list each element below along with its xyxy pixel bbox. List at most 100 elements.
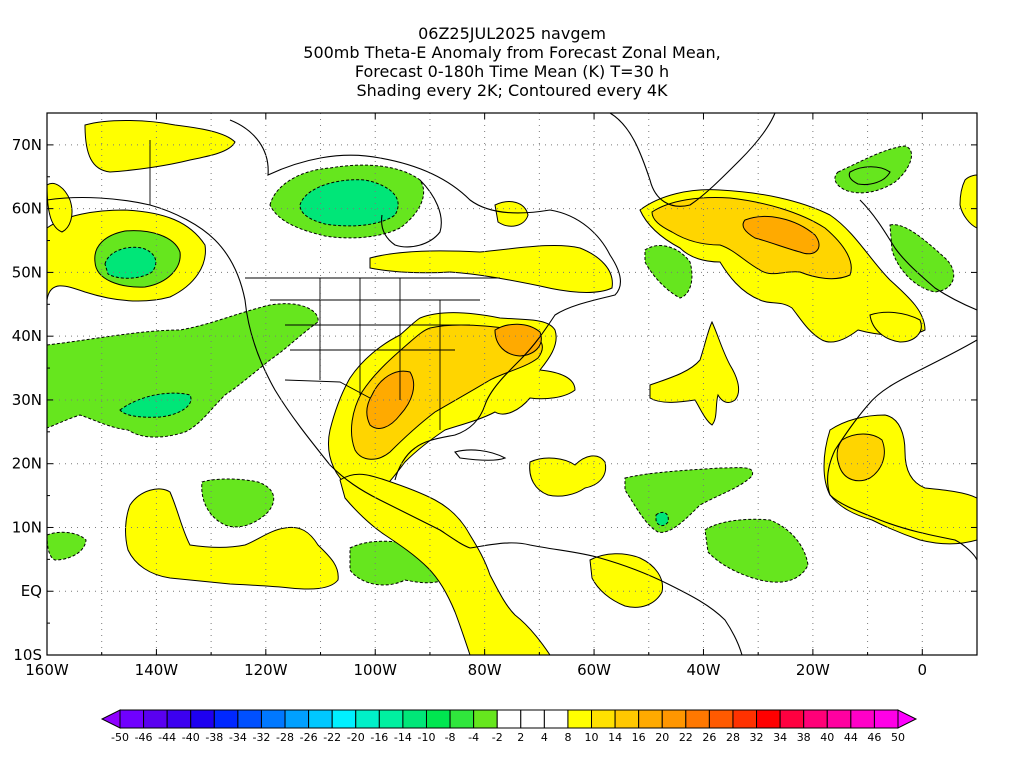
colorbar-swatch: [378, 709, 404, 729]
colorbar-label: 22: [679, 731, 693, 744]
lon-label: 160W: [25, 661, 69, 679]
title-line-3: Forecast 0-180h Time Mean (K) T=30 h: [354, 62, 670, 81]
colorbar-swatch: [685, 709, 710, 729]
colorbar-swatch: [756, 709, 781, 729]
coast-europe: [859, 199, 977, 311]
colorbar-label: 26: [702, 731, 716, 744]
green-region-atlantic-tropics-core: [655, 511, 669, 527]
colorbar: -50 -46 -44 -40 -38 -34 -32 -28 -26 -22 -20 -16 -14-…: [100, 709, 918, 744]
green-region-pacific-subtropics: [47, 303, 319, 438]
lon-label: 120W: [244, 661, 288, 679]
title-line-2: 500mb Theta-E Anomaly from Forecast Zona…: [303, 43, 721, 62]
colorbar-swatch: [614, 709, 640, 729]
colorbar-label: -22: [323, 731, 341, 744]
lat-label: 20N: [12, 455, 42, 473]
colorbar-label: -26: [300, 731, 318, 744]
colorbar-label: 8: [564, 731, 571, 744]
yellow-region-caribbean: [529, 455, 607, 497]
yellow-region-hudson-strait: [494, 201, 529, 227]
map-frame: [46, 112, 978, 656]
colorbar-label: -10: [418, 731, 436, 744]
yellow-region-south-america-north: [589, 553, 664, 608]
lon-label: 0: [918, 661, 928, 679]
yellow-region-alaska-north: [84, 120, 236, 173]
colorbar-swatch: [308, 709, 333, 729]
colorbar-label: -4: [468, 731, 479, 744]
lon-label: 80W: [468, 661, 502, 679]
green-region-hudson-bay-core: [299, 179, 399, 227]
coast-south-america: [469, 542, 743, 655]
lon-label: 60W: [577, 661, 611, 679]
colorbar-label: -20: [347, 731, 365, 744]
yellow-region-north-america-small: [47, 183, 73, 233]
lat-label: 40N: [12, 327, 42, 345]
colorbar-swatch: [543, 709, 569, 729]
yellow-region-west-africa-medium: [836, 433, 885, 482]
yellow-region-mid-atlantic-plume: [649, 320, 740, 426]
colorbar-swatch: [826, 709, 852, 729]
colorbar-label: 14: [608, 731, 622, 744]
colorbar-label: -40: [182, 731, 200, 744]
green-region-pacific-deep: [119, 392, 192, 418]
yellow-region-mid-atlantic-core: [494, 323, 542, 357]
colorbar-label: -38: [205, 731, 223, 744]
green-region-far-east-pacific: [47, 531, 87, 561]
colorbar-label: 10: [585, 731, 599, 744]
colorbar-swatch: [473, 709, 498, 729]
colorbar-swatch: [496, 709, 522, 729]
colorbar-label: 32: [750, 731, 764, 744]
colorbar-swatch: [520, 709, 545, 729]
colorbar-label: 46: [867, 731, 881, 744]
colorbar-swatch: [166, 709, 192, 729]
colorbar-label: 28: [726, 731, 740, 744]
colorbar-swatch: [661, 709, 687, 729]
colorbar-label: 2: [517, 731, 524, 744]
colorbar-swatch: [708, 709, 734, 729]
yellow-region-aleutian-arc: [47, 209, 206, 302]
colorbar-swatch: [873, 709, 899, 729]
colorbar-label: -2: [492, 731, 503, 744]
coast-cuba: [454, 449, 507, 461]
colorbar-label: -16: [370, 731, 388, 744]
colorbar-swatch: [119, 709, 145, 729]
colorbar-swatch: [237, 709, 262, 729]
colorbar-swatch: [732, 709, 758, 729]
colorbar-swatch: [591, 709, 616, 729]
colorbar-label: -14: [394, 731, 412, 744]
yellow-region-north-atlantic-core: [742, 216, 820, 255]
yellow-region-us-southeast-core: [366, 370, 415, 429]
colorbar-label: -8: [445, 731, 456, 744]
green-region-scandinavia: [889, 224, 955, 293]
colorbar-high-arrow: [897, 709, 918, 729]
colorbar-low-arrow: [100, 709, 121, 729]
colorbar-swatch: [143, 709, 168, 729]
title-line-1: 06Z25JUL2025 navgem: [418, 24, 606, 43]
title-line-4: Shading every 2K; Contoured every 4K: [356, 81, 668, 100]
colorbar-swatch: [190, 709, 215, 729]
lat-label: 50N: [12, 263, 42, 281]
colorbar-swatch: [402, 709, 427, 729]
yellow-region-europe-east: [959, 174, 977, 229]
longitude-axis: 160W 140W 120W 100W 80W 60W 40W 20W 0: [25, 113, 978, 679]
colorbar-swatch: [260, 709, 286, 729]
shaded-anomalies: [47, 120, 977, 655]
lat-label: 10N: [12, 518, 42, 536]
colorbar-swatch: [449, 709, 475, 729]
green-region-east-pacific: [201, 478, 275, 528]
yellow-region-north-atlantic-medium: [651, 197, 852, 280]
colorbar-label: 40: [820, 731, 834, 744]
colorbar-label: 16: [632, 731, 646, 744]
coast-africa: [826, 339, 977, 561]
coast-hudson-bay: [381, 179, 442, 248]
coastlines: [47, 113, 977, 655]
colorbar-swatch: [638, 709, 663, 729]
colorbar-swatch: [425, 709, 451, 729]
colorbar-swatch: [213, 709, 239, 729]
coast-north-america-west: [47, 196, 471, 549]
yellow-region-east-pacific-tropics: [125, 488, 339, 590]
colorbar-label: -34: [229, 731, 247, 744]
gridlines: [47, 113, 977, 655]
colorbar-label: -46: [135, 731, 153, 744]
colorbar-label: 50: [891, 731, 905, 744]
colorbar-label: -28: [276, 731, 294, 744]
